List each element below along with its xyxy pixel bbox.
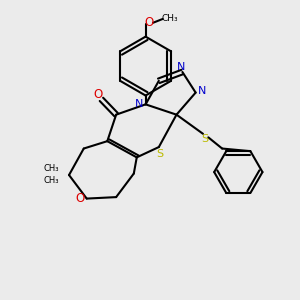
Text: S: S [157, 148, 164, 158]
Text: CH₃: CH₃ [162, 14, 178, 23]
Text: N: N [135, 99, 143, 110]
Text: O: O [93, 88, 103, 101]
Text: CH₃: CH₃ [43, 164, 58, 173]
Text: O: O [145, 16, 154, 29]
Text: N: N [198, 86, 206, 96]
Text: O: O [76, 192, 85, 205]
Text: CH₃: CH₃ [43, 176, 58, 185]
Text: N: N [177, 62, 185, 72]
Text: S: S [201, 134, 208, 144]
